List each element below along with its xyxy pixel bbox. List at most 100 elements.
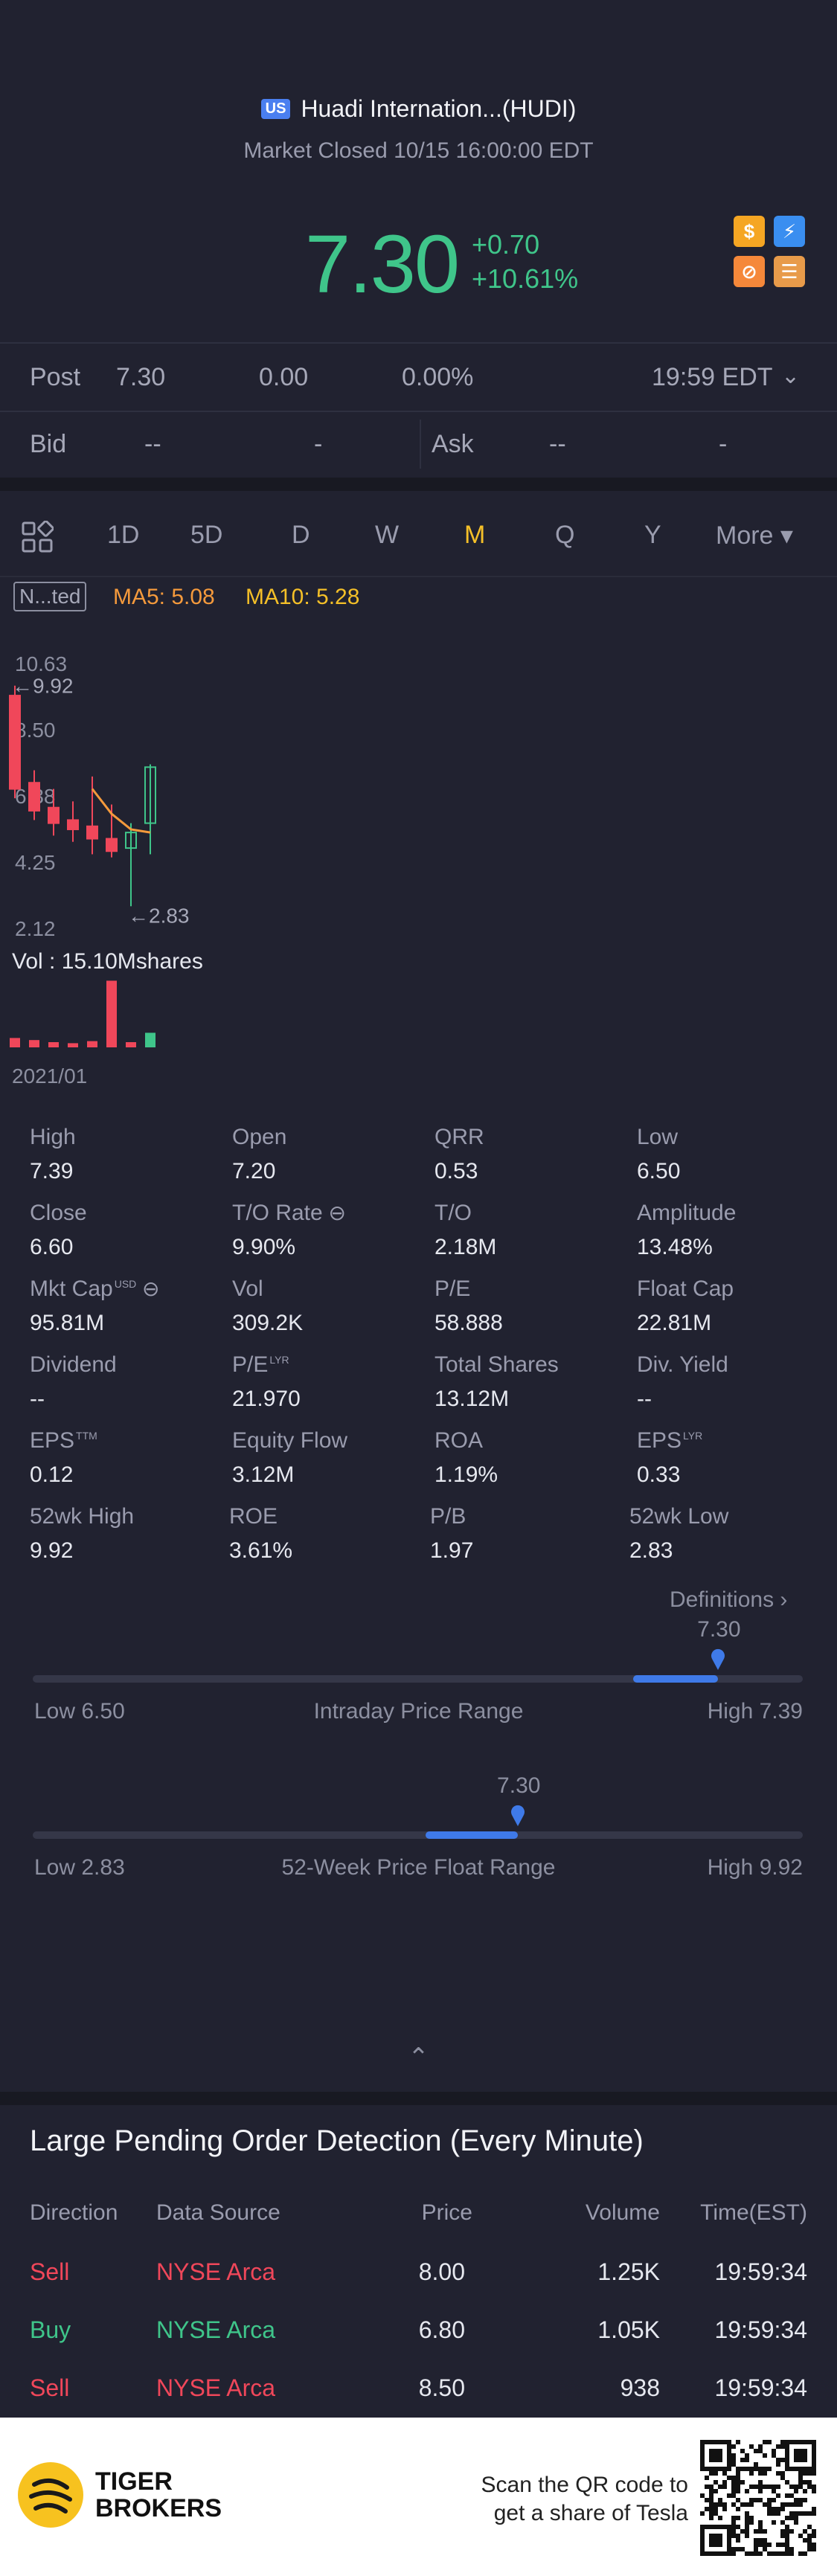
tab-q[interactable]: Q: [555, 521, 574, 550]
stock-title[interactable]: Huadi Internation...(HUDI): [301, 95, 576, 123]
stat-value: 1.19%: [434, 1462, 498, 1488]
stat-label: Close: [30, 1201, 87, 1226]
stat-value: 2.18M: [434, 1235, 496, 1260]
stat-label: P/E LYR: [232, 1352, 289, 1378]
week52-current-price: 7.30: [497, 1773, 540, 1799]
high-marker: ←9.92: [12, 675, 74, 698]
volume-bar: [106, 980, 117, 1047]
chevron-down-icon[interactable]: ⌄: [781, 363, 800, 389]
y-tick-label: 10.63: [15, 652, 67, 675]
ask-price: --: [549, 430, 566, 459]
market-status: Market Closed 10/15 16:00:00 EDT: [0, 138, 837, 164]
volume-bar: [126, 1042, 136, 1047]
stat-value: 95.81M: [30, 1311, 104, 1336]
y-tick-label: 4.25: [15, 851, 56, 874]
chevron-right-icon[interactable]: ›: [780, 1587, 787, 1612]
footer-cta: Scan the QR code to get a share of Tesla: [481, 2471, 689, 2528]
week52-range-fill: [426, 1831, 518, 1839]
ma10-label: MA10: 5.28: [246, 585, 359, 610]
order-price: 8.00: [419, 2258, 465, 2286]
post-percent: 0.00%: [402, 363, 473, 392]
stat-label: QRR: [434, 1125, 484, 1150]
info-icon[interactable]: ⊖: [323, 1201, 346, 1224]
x-axis-label: 2021/01: [12, 1064, 87, 1088]
order-price: 8.50: [419, 2374, 465, 2402]
adjust-toggle[interactable]: N...ted: [13, 582, 86, 611]
no-margin-icon[interactable]: ⊘: [734, 256, 765, 287]
tiger-logo-icon: [18, 2462, 83, 2528]
stat-label: 52wk High: [30, 1504, 134, 1529]
stat-label: ROE: [229, 1504, 278, 1529]
footer-banner[interactable]: TIGER BROKERS Scan the QR code to get a …: [0, 2418, 837, 2576]
stat-label-text: High: [30, 1125, 76, 1149]
chevron-up-icon[interactable]: ⌃: [0, 2043, 837, 2072]
candle-body: [87, 826, 97, 839]
tab-w[interactable]: W: [375, 521, 399, 550]
market-badge: US: [261, 99, 291, 119]
order-direction: Sell: [30, 2258, 69, 2286]
stat-label: ROA: [434, 1428, 483, 1454]
large-order-section: Large Pending Order Detection (Every Min…: [0, 2105, 837, 2418]
low-marker: ←2.83: [128, 904, 190, 927]
stat-value: 7.39: [30, 1159, 73, 1184]
education-icon[interactable]: ☰: [774, 256, 805, 287]
order-source: NYSE Arca: [156, 2374, 275, 2402]
info-icon[interactable]: ⊖: [136, 1277, 159, 1300]
volume-bar: [87, 1041, 97, 1047]
order-price: 6.80: [419, 2316, 465, 2344]
map-pin-icon: [510, 1805, 526, 1827]
candle-body: [48, 808, 59, 823]
stat-label: T/O Rate ⊖: [232, 1201, 346, 1226]
stat-label-text: ROE: [229, 1504, 278, 1529]
tab-more[interactable]: More ▾: [716, 521, 793, 550]
stat-label-text: P/B: [430, 1504, 466, 1529]
stat-label-text: Mkt Cap: [30, 1276, 113, 1301]
lightning-icon[interactable]: ⚡: [774, 216, 805, 247]
tab-5d[interactable]: 5D: [190, 521, 222, 550]
stat-superscript: LYR: [269, 1354, 289, 1366]
stat-value: 6.60: [30, 1235, 73, 1260]
stat-value: 6.50: [637, 1159, 680, 1184]
volume-bar: [145, 1032, 155, 1047]
stat-value: 0.53: [434, 1159, 478, 1184]
stat-label: Div. Yield: [637, 1352, 728, 1378]
stat-label: High: [30, 1125, 76, 1150]
bid-price: --: [144, 430, 161, 459]
ask-label: Ask: [432, 430, 474, 459]
stat-label-text: ROA: [434, 1428, 483, 1453]
order-direction: Sell: [30, 2374, 69, 2402]
stat-label-text: T/O Rate: [232, 1201, 323, 1225]
stat-superscript: TTM: [76, 1430, 97, 1442]
dollar-icon[interactable]: $: [734, 216, 765, 247]
post-time[interactable]: 19:59 EDT: [652, 363, 773, 392]
definitions-link[interactable]: Definitions ›: [670, 1587, 787, 1613]
order-volume: 938: [620, 2374, 660, 2402]
stat-value: 2.83: [629, 1538, 673, 1564]
stat-label-text: Dividend: [30, 1352, 117, 1377]
stat-label-text: 52wk Low: [629, 1504, 728, 1529]
tab-d[interactable]: D: [292, 521, 310, 550]
stock-title-row: US Huadi Internation...(HUDI): [0, 95, 837, 123]
order-source: NYSE Arca: [156, 2316, 275, 2344]
table-header: Time(EST): [700, 2200, 807, 2226]
ask-size: -: [719, 430, 727, 459]
tab-y[interactable]: Y: [644, 521, 661, 550]
stat-label: Vol: [232, 1276, 263, 1302]
tab-m[interactable]: M: [464, 521, 485, 550]
week52-high: High 9.92: [708, 1855, 803, 1880]
tab-1d[interactable]: 1D: [107, 521, 139, 550]
definitions-label[interactable]: Definitions: [670, 1587, 774, 1612]
chart-layout-icon[interactable]: [21, 521, 54, 553]
y-tick-label: 2.12: [15, 917, 56, 940]
candle-body: [106, 839, 117, 852]
stat-label-text: Total Shares: [434, 1352, 559, 1377]
stat-label: Low: [637, 1125, 678, 1150]
stat-label: P/B: [430, 1504, 466, 1529]
stat-value: 9.90%: [232, 1235, 295, 1260]
stat-value: 0.33: [637, 1462, 680, 1488]
map-pin-icon: [710, 1648, 726, 1671]
order-volume: 1.25K: [597, 2258, 660, 2286]
stat-label: EPS LYR: [637, 1428, 702, 1454]
table-header: Direction: [30, 2200, 118, 2226]
